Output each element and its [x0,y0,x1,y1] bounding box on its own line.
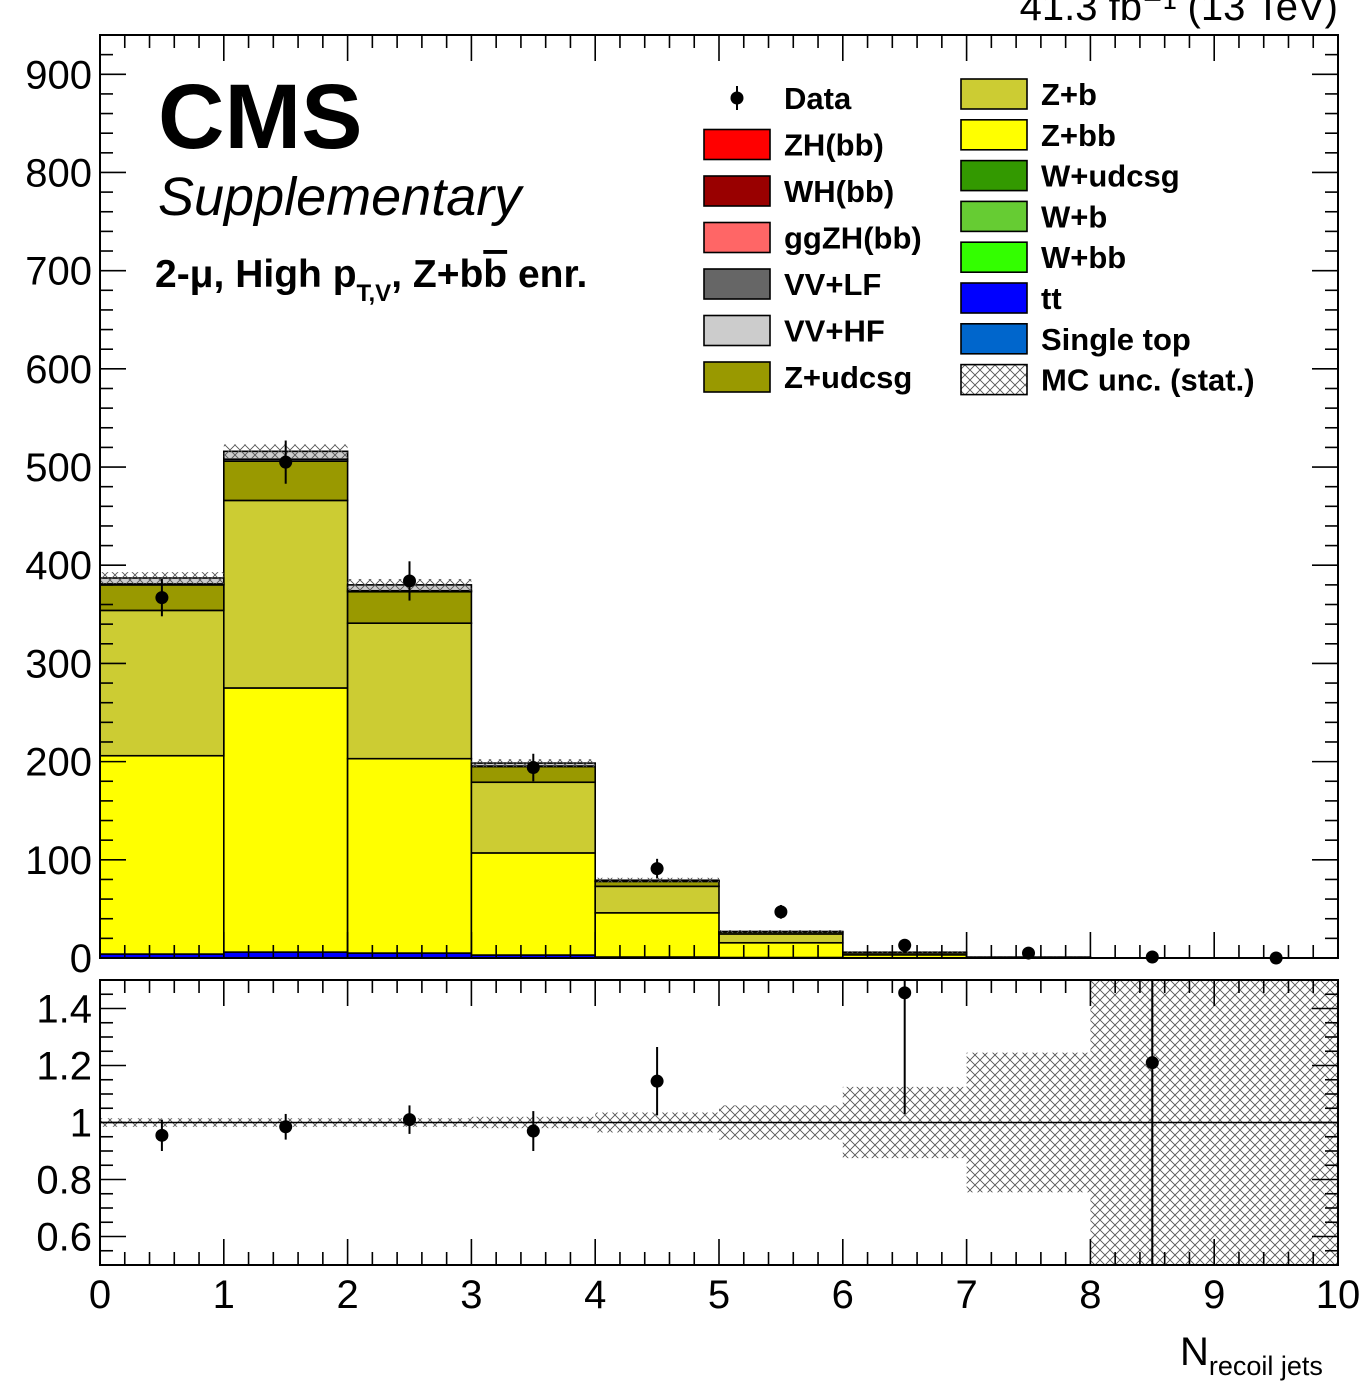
ratio-point [650,1074,664,1088]
legend-swatch [960,241,1028,273]
mc-unc-band [100,572,224,584]
y-tick-label: 700 [25,250,92,294]
y-tick-label: 400 [25,544,92,588]
legend-label: Z+bb [1041,118,1116,153]
legend-label: Single top [1041,322,1191,357]
x-tick-label: 0 [89,1273,111,1317]
ratio-y-tick-label: 0.8 [36,1159,92,1203]
x-tick-label: 1 [213,1273,235,1317]
luminosity-label: 41.3 fb⁻¹ (13 TeV) [1020,0,1338,29]
ratio-y-tick-label: 1.2 [36,1045,92,1089]
mc-unc-band [719,930,843,933]
legend-swatch [960,363,1028,396]
x-tick-label: 6 [832,1273,854,1317]
region-label: 2-μ, High pT,V, Z+bb enr. [155,253,587,307]
ratio-point [279,1120,293,1134]
y-tick-label: 200 [25,741,92,785]
x-tick-label: 9 [1203,1273,1225,1317]
legend-label: Z+b [1041,77,1097,112]
mc-unc-band [842,951,967,953]
legend-label: Z+udcsg [784,360,912,395]
data-point [1022,946,1035,960]
y-tick-label: 0 [70,937,92,981]
legend-label: W+bb [1041,240,1126,275]
data-point [650,862,664,876]
main-histogram-panel: 0 100 200 300 400 500 600 700 800 900 [25,34,1339,981]
data-point [279,455,293,469]
bar-zb [346,622,473,760]
bar-zbb [594,912,720,958]
data-point [155,591,169,605]
ratio-point [1145,1056,1159,1070]
bar-zb [594,885,720,914]
legend-swatch [960,159,1028,192]
ratio-y-tick-label: 1.4 [36,988,92,1032]
y-tick-label: 900 [25,53,92,97]
bar-zb [223,499,349,689]
y-tick-label: 800 [25,151,92,195]
x-axis-title: Nrecoil jets [1180,1330,1323,1381]
x-tick-label: 7 [955,1273,977,1317]
ratio-point [898,986,912,1000]
y-tick-label: 600 [25,348,92,392]
data-point [774,905,788,919]
mc-unc-band [595,877,719,883]
bar-zbb [223,687,349,953]
ratio-y-tick-label: 0.6 [36,1216,92,1260]
legend-swatch [703,221,771,254]
legend-label: VV+HF [784,314,885,349]
legend-swatch [960,119,1028,151]
data-point [526,761,540,775]
legend-label: Data [784,81,852,116]
legend-label: W+b [1041,199,1107,234]
bar-zb [470,781,596,854]
bar-zb [99,609,225,757]
x-tick-label: 5 [708,1273,730,1317]
bar-zbb [470,852,596,956]
legend-label: VV+LF [784,267,881,302]
ratio-point [155,1128,169,1142]
y-tick-label: 500 [25,446,92,490]
data-point [898,938,912,952]
legend-label: W+udcsg [1041,159,1180,194]
legend-label: ggZH(bb) [784,221,922,256]
legend-swatch [960,78,1028,110]
x-tick-label: 10 [1316,1273,1361,1317]
ratio-point [526,1124,540,1138]
supplementary-label: Supplementary [158,167,524,227]
legend-swatch [703,268,771,300]
legend-swatch [703,128,771,161]
legend-label: WH(bb) [784,174,894,209]
legend-swatch [960,200,1028,233]
legend-label: tt [1041,281,1062,316]
legend-label: MC unc. (stat.) [1041,363,1255,398]
ratio-point [403,1113,416,1127]
ratio-panel: 0.6 0.8 1 1.2 1.4 0 1 2 3 4 5 6 7 8 9 10 [36,979,1361,1317]
y-tick-label: 100 [25,839,92,883]
legend-label: ZH(bb) [784,128,884,163]
legend-swatch [703,361,771,393]
y-tick-label: 300 [25,642,92,686]
x-tick-label: 2 [336,1273,358,1317]
legend-data-marker [730,91,744,105]
legend-swatch [703,175,771,207]
data-point [403,574,416,588]
x-tick-label: 3 [460,1273,482,1317]
bar-zbb [346,757,473,954]
bar-zb [718,933,844,944]
legend-swatch [703,314,771,347]
legend-swatch [960,322,1028,355]
bar-zbb [718,941,844,959]
cms-label: CMS [158,66,362,168]
ratio-y-tick-label: 1 [70,1102,92,1146]
x-tick-label: 8 [1079,1273,1101,1317]
legend: Data ZH(bb) WH(bb) ggZH(bb) VV+LF VV+HF Z+udcs… [703,77,1255,398]
legend-swatch [960,282,1028,314]
bar-zbb [99,754,225,955]
x-tick-label: 4 [584,1273,606,1317]
